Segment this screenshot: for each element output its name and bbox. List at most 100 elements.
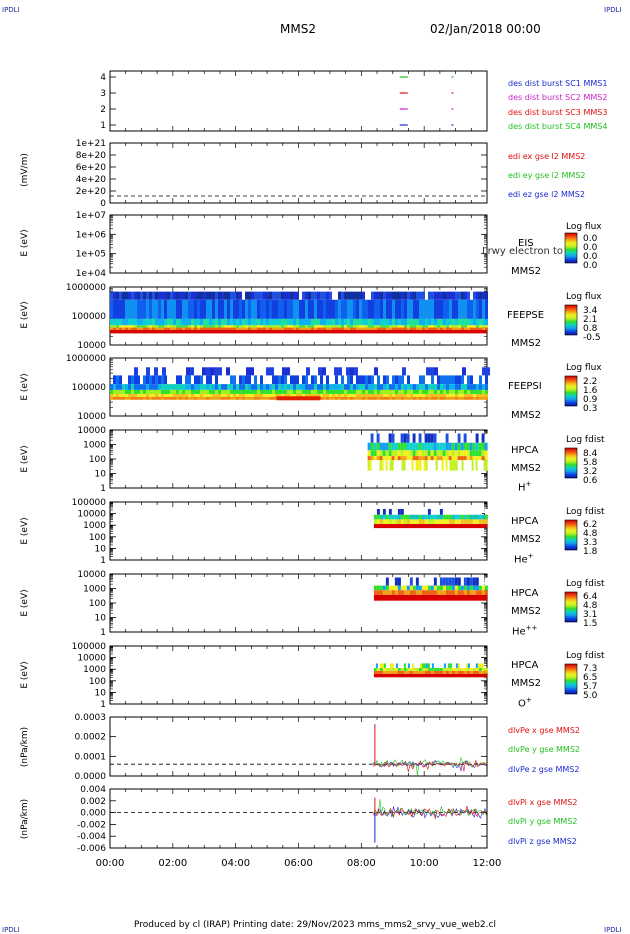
spectrogram-cell [442, 442, 446, 451]
spectrogram-cell [464, 325, 467, 328]
spectrogram-cell [202, 367, 206, 376]
spectrogram-cell [278, 325, 281, 328]
spectrogram-cell [481, 585, 485, 591]
spectrogram-cell [469, 519, 473, 525]
spectrogram-cell [197, 396, 200, 400]
spectrogram-cell [437, 291, 440, 300]
spectrogram-cell [245, 396, 248, 400]
y-tick-label: 4e+20 [76, 175, 107, 185]
spectrogram-cell [224, 389, 227, 394]
spectrogram-cell [298, 367, 302, 376]
y-tick-label: 1000 [83, 441, 106, 451]
y-axis-label: E (eV) [20, 445, 30, 473]
spectrogram-cell [164, 396, 167, 400]
colorbar-value: 0.0 [583, 261, 598, 271]
spectrogram-cell [185, 325, 188, 328]
spectrogram-cell [473, 393, 476, 397]
spectrogram-cell [382, 668, 386, 671]
y-tick-label: 10 [95, 614, 107, 624]
spectrogram-cell [407, 375, 410, 385]
spectrogram-cell [335, 375, 338, 385]
spectrogram-cell [116, 375, 119, 385]
spectrogram-cell [388, 514, 392, 520]
spectrogram-cell [460, 508, 464, 515]
spectrogram-cell [164, 375, 167, 385]
colorbar [564, 663, 578, 695]
spectrogram-cell [282, 367, 286, 376]
spectrogram-cell [125, 291, 128, 300]
spectrogram-cell [433, 514, 437, 520]
spectrogram-cell [218, 367, 222, 376]
spectrogram-cell [230, 299, 233, 319]
spectrogram-cell [113, 299, 116, 319]
spectrogram-cell [449, 375, 452, 385]
colorbar [564, 304, 578, 336]
spectrogram-cell [434, 327, 437, 330]
spectrogram-cell [427, 456, 431, 461]
spectrogram-cell [403, 508, 407, 515]
spectrogram-cell [473, 396, 476, 400]
spectrogram-cell [373, 585, 377, 591]
y-tick-label: 10000 [77, 510, 106, 520]
spectrogram-cell [221, 327, 224, 330]
spectrogram-cell [370, 367, 374, 376]
spectrogram-cell [110, 389, 113, 394]
spectrogram-cell [415, 460, 418, 471]
spectrogram-cell [146, 327, 149, 330]
spectrogram-cell [473, 663, 476, 669]
spectrogram-cell [460, 433, 464, 443]
spectrogram-cell [422, 325, 425, 328]
spectrogram-cell [472, 670, 476, 674]
spectrogram-cell [371, 299, 374, 319]
spectrogram-cell [377, 384, 380, 390]
spectrogram-cell [158, 291, 161, 300]
spectrogram-cell [134, 318, 137, 326]
spectrogram-cell [152, 389, 155, 394]
spectrogram-cell [179, 396, 182, 400]
spectrogram-cell [418, 519, 422, 525]
spectrogram-cell [451, 456, 455, 461]
spectrogram-cell [284, 325, 287, 328]
spectrogram-cell [454, 456, 458, 461]
spectrogram-cell [470, 375, 473, 385]
spectrogram-cell [164, 299, 167, 319]
spectrogram-cell [206, 299, 209, 319]
spectrogram-cell [236, 327, 239, 330]
spectrogram-cell [152, 375, 155, 385]
spectrogram-cell [152, 384, 155, 390]
spectrogram-cell [447, 460, 450, 471]
y-tick-label: 1 [100, 556, 106, 566]
spectrogram-cell [188, 299, 191, 319]
spectrogram-cell [332, 375, 335, 385]
spectrogram-cell [278, 393, 281, 397]
spectrogram-cell [272, 375, 275, 385]
spectrogram-cell [410, 393, 413, 397]
spectrogram-cell [403, 670, 407, 674]
spectrogram-cell [308, 384, 311, 390]
colorbar-value: 5.7 [583, 682, 598, 692]
spectrogram-cell [454, 590, 458, 595]
panel-frame [109, 788, 488, 849]
spectrogram-cell [473, 299, 476, 319]
spectrogram-cell [448, 670, 452, 674]
spectrogram-cell [463, 585, 467, 591]
spectrogram-cell [463, 460, 466, 471]
spectrogram-cell [311, 299, 314, 319]
legend-edi-z: edi ez gse l2 MMS2 [508, 190, 585, 199]
spectrogram-cell [476, 389, 479, 394]
spectrogram-cell [428, 389, 431, 394]
spectrogram-cell [314, 299, 317, 319]
y-axis-label: E (eV) [20, 589, 30, 617]
spectrogram-cell [209, 291, 212, 300]
spectrogram-cell [389, 389, 392, 394]
spectrogram-cell [422, 291, 425, 300]
spectrogram-cell [260, 396, 263, 400]
spectrogram-cell [272, 325, 275, 328]
spectrogram-cell [485, 299, 488, 319]
colorbar-value: 0.0 [583, 234, 598, 244]
spectrogram-cell [483, 460, 486, 471]
spectrogram-cell [469, 577, 473, 586]
spectrogram-cell [257, 396, 260, 400]
spectrogram-cell [424, 670, 428, 674]
spectrogram-cell [406, 519, 410, 525]
